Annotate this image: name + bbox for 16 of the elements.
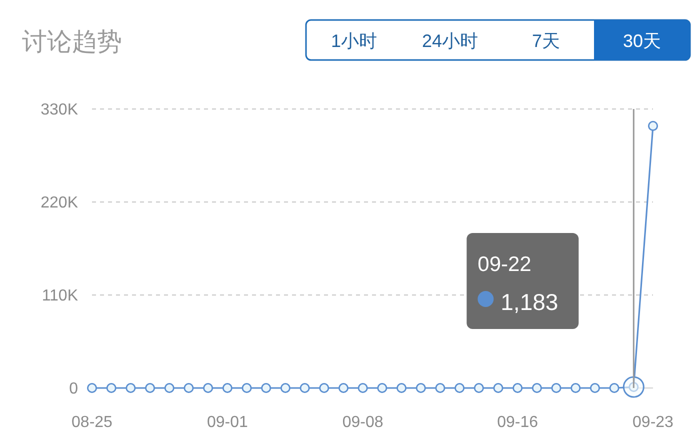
y-tick-label: 0 <box>69 380 78 398</box>
x-tick-label: 08-25 <box>72 414 113 431</box>
tab-label: 1小时 <box>331 31 377 51</box>
x-tick-label: 09-23 <box>632 414 674 431</box>
x-tick-label: 09-16 <box>497 414 538 431</box>
tooltip-label: 09-22 <box>478 253 532 276</box>
y-tick-label: 220K <box>40 194 78 212</box>
title: 讨论趋势 <box>22 28 122 56</box>
tooltip-label: 1,183 <box>500 289 558 315</box>
x-tick-label: 09-08 <box>342 414 384 431</box>
tab-label: 30天 <box>622 31 662 51</box>
tab-label: 7天 <box>532 31 560 51</box>
tab-label: 24小时 <box>422 31 478 51</box>
y-tick-label: 330K <box>40 102 78 118</box>
y-tick-label: 110K <box>42 288 78 304</box>
x-tick-label: 09-01 <box>206 414 248 431</box>
